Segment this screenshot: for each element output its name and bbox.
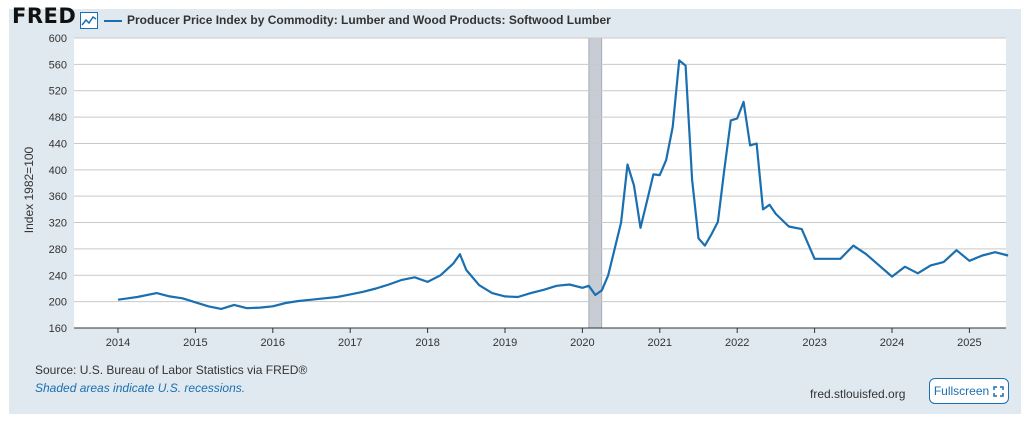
y-tick-label: 400 <box>49 165 67 177</box>
y-tick-label: 560 <box>49 59 67 71</box>
y-tick-label: 520 <box>49 86 67 98</box>
x-tick-label: 2015 <box>183 337 207 349</box>
x-tick-label: 2023 <box>802 337 826 349</box>
y-tick-label: 600 <box>49 33 67 45</box>
y-tick-label: 480 <box>49 112 67 124</box>
x-tick-label: 2016 <box>261 337 285 349</box>
series-line <box>117 59 1009 310</box>
recession-note: Shaded areas indicate U.S. recessions. <box>35 381 246 395</box>
y-tick-label: 440 <box>49 138 67 150</box>
fullscreen-button[interactable]: Fullscreen <box>929 378 1009 404</box>
x-tick-label: 2019 <box>493 337 517 349</box>
x-tick-label: 2024 <box>880 337 904 349</box>
x-tick-label: 2025 <box>957 337 981 349</box>
y-tick-label: 240 <box>49 270 67 282</box>
x-tick-label: 2022 <box>725 337 749 349</box>
x-tick-label: 2017 <box>338 337 362 349</box>
x-tick-label: 2018 <box>415 337 439 349</box>
series-title: Producer Price Index by Commodity: Lumbe… <box>127 13 611 27</box>
legend-swatch <box>104 20 122 22</box>
y-tick-label: 360 <box>49 191 67 203</box>
y-tick-label: 160 <box>49 323 67 335</box>
fred-logo[interactable]: FRED <box>12 4 77 28</box>
x-tick-label: 2020 <box>570 337 594 349</box>
source-text: Source: U.S. Bureau of Labor Statistics … <box>35 363 308 377</box>
y-tick-label: 280 <box>49 244 67 256</box>
fullscreen-label: Fullscreen <box>933 384 990 398</box>
y-tick-label: 320 <box>49 218 67 230</box>
y-axis-label: Index 1982=100 <box>22 146 36 233</box>
recession-band <box>588 37 603 329</box>
site-url[interactable]: fred.stlouisfed.org <box>810 387 906 401</box>
x-tick-label: 2021 <box>648 337 672 349</box>
y-tick-label: 200 <box>49 297 67 309</box>
trend-graph-icon <box>80 12 98 29</box>
fullscreen-icon <box>993 385 1004 397</box>
plot-area <box>74 38 1006 328</box>
x-tick-label: 2014 <box>106 337 130 349</box>
